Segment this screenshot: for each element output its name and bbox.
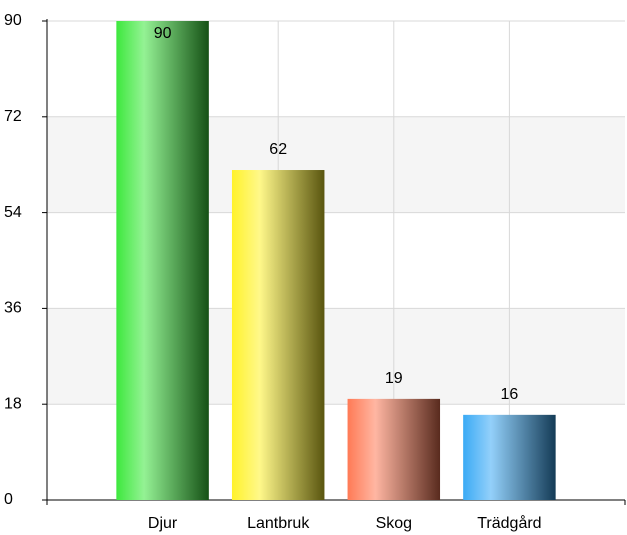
x-tick-label: Djur	[148, 515, 178, 532]
y-tick-label: 54	[4, 204, 22, 221]
bar	[231, 170, 325, 500]
y-tick-label: 72	[4, 108, 22, 125]
y-tick-label: 18	[4, 395, 22, 412]
y-tick-label: 36	[4, 300, 22, 317]
value-label: 62	[269, 141, 287, 158]
value-label: 16	[501, 386, 519, 403]
x-tick-label: Lantbruk	[247, 515, 310, 532]
value-label: 90	[154, 25, 172, 42]
bar	[116, 21, 209, 500]
y-tick-label: 0	[4, 491, 13, 508]
y-tick-label: 90	[4, 12, 22, 29]
value-label: 19	[385, 370, 403, 387]
x-tick-label: Trädgård	[477, 514, 541, 532]
bar	[463, 414, 556, 500]
bar	[347, 398, 441, 500]
x-tick-label: Skog	[376, 515, 412, 532]
